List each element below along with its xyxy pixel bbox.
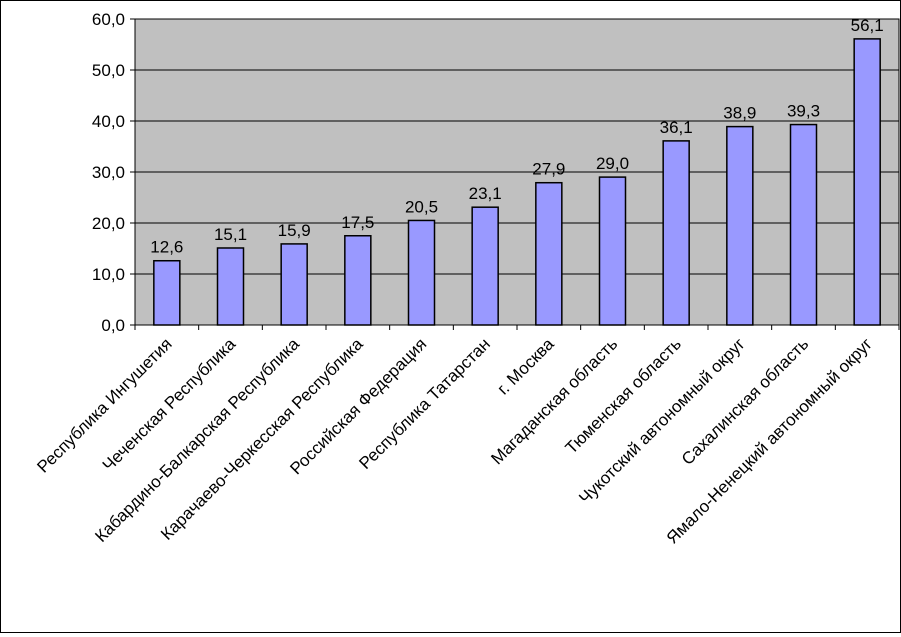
category-label: г. Москва [494,334,558,398]
data-label: 23,1 [469,184,502,203]
bar [280,243,308,326]
data-label: 20,5 [405,197,438,216]
category-label: Республика Татарстан [355,334,494,473]
bar [535,181,563,326]
data-label: 56,1 [851,16,884,35]
bar [344,235,372,326]
data-label: 17,5 [341,213,374,232]
data-label: 36,1 [660,118,693,137]
data-label: 15,1 [214,225,247,244]
category-label: Сахалинская область [678,334,813,469]
category-label: Магаданская область [487,334,621,468]
category-label: Тюменская область [562,334,685,457]
y-tick-label: 50,0 [92,61,125,80]
y-tick-label: 40,0 [92,112,125,131]
data-label: 27,9 [532,160,565,179]
bar [216,247,245,326]
data-label: 29,0 [596,154,629,173]
bar [598,176,627,326]
y-tick-label: 20,0 [92,214,125,233]
bar [153,259,181,326]
bar [471,206,499,326]
data-label: 38,9 [723,104,756,123]
y-tick-label: 30,0 [92,163,125,182]
bar [662,140,690,326]
bar [726,125,754,326]
bar [407,219,436,326]
data-label: 15,9 [278,221,311,240]
data-label: 39,3 [787,102,820,121]
data-label: 12,6 [150,238,183,257]
y-tick-label: 10,0 [92,265,125,284]
bar [789,123,818,326]
y-tick-label: 0,0 [101,316,125,335]
bar [853,38,881,326]
y-tick-label: 60,0 [92,10,125,29]
